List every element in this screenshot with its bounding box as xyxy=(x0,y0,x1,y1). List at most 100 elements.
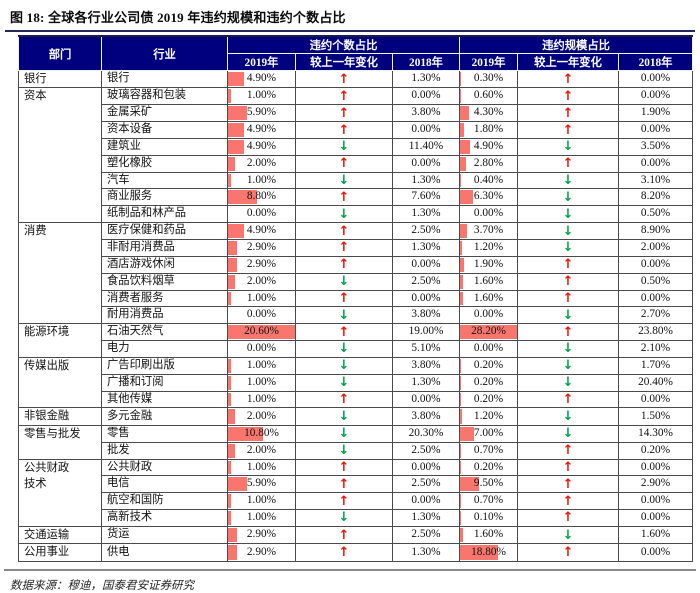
scale-2019-cell: 1.60% xyxy=(460,526,518,543)
scale-2019-cell: 0.20% xyxy=(460,357,518,374)
industry-cell: 多元金融 xyxy=(102,408,228,425)
data-bar xyxy=(460,409,462,423)
data-bar xyxy=(228,477,247,491)
count-2018-cell: 0.00% xyxy=(393,459,460,476)
data-bar xyxy=(460,241,462,255)
header-count-2019: 2019年 xyxy=(228,54,296,71)
header-sector: 部门 xyxy=(19,36,102,71)
header-industry: 行业 xyxy=(102,36,228,71)
up-arrow-icon: ↑ xyxy=(296,526,393,543)
count-2018-cell: 7.60% xyxy=(393,189,460,206)
down-arrow-icon: ↓ xyxy=(296,510,393,527)
page-title: 图 18: 全球各行业公司债 2019 年违约规模和违约个数占比 xyxy=(0,0,700,30)
down-arrow-icon: ↓ xyxy=(518,357,619,374)
scale-2019-cell: 6.30% xyxy=(460,189,518,206)
header-scale-group: 违约规模占比 xyxy=(460,36,693,54)
scale-2019-cell: 1.60% xyxy=(460,273,518,290)
scale-2018-cell: 1.60% xyxy=(619,526,693,543)
source-note: 数据来源：穆迪，国泰君安证券研究 xyxy=(0,571,700,593)
scale-2019-cell: 0.20% xyxy=(460,374,518,391)
data-bar xyxy=(228,393,231,407)
industry-cell: 石油天然气 xyxy=(102,324,228,341)
count-2019-cell: 1.00% xyxy=(228,510,296,527)
sector-cell: 零售与批发 xyxy=(19,425,102,459)
data-bar xyxy=(460,292,463,306)
down-arrow-icon: ↓ xyxy=(296,341,393,358)
scale-2018-cell: 2.90% xyxy=(619,476,693,493)
up-arrow-icon: ↑ xyxy=(518,273,619,290)
scale-2018-cell: 0.00% xyxy=(619,71,693,88)
down-arrow-icon: ↓ xyxy=(518,307,619,324)
up-arrow-icon: ↑ xyxy=(518,71,619,88)
industry-cell: 商业服务 xyxy=(102,189,228,206)
count-2018-cell: 0.00% xyxy=(393,290,460,307)
scale-2019-cell: 1.80% xyxy=(460,122,518,139)
count-2019-cell: 1.00% xyxy=(228,459,296,476)
data-bar xyxy=(460,106,469,120)
count-2019-cell: 0.00% xyxy=(228,341,296,358)
down-arrow-icon: ↓ xyxy=(296,425,393,442)
count-2018-cell: 3.80% xyxy=(393,357,460,374)
scale-2019-cell: 18.80% xyxy=(460,544,518,561)
up-arrow-icon: ↑ xyxy=(518,510,619,527)
up-arrow-icon: ↑ xyxy=(518,256,619,273)
sector-cell: 银行 xyxy=(19,71,102,88)
scale-2019-cell: 0.30% xyxy=(460,71,518,88)
scale-2018-cell: 1.70% xyxy=(619,357,693,374)
scale-2018-cell: 8.20% xyxy=(619,189,693,206)
count-2019-cell: 4.90% xyxy=(228,71,296,88)
data-bar xyxy=(228,376,231,390)
industry-cell: 食品饮料烟草 xyxy=(102,273,228,290)
data-bar xyxy=(228,461,231,475)
data-bar xyxy=(460,427,474,441)
scale-2019-cell: 0.20% xyxy=(460,391,518,408)
count-2019-cell: 2.90% xyxy=(228,256,296,273)
header-count-change: 较上一年变化 xyxy=(296,54,393,71)
down-arrow-icon: ↓ xyxy=(518,138,619,155)
data-bar xyxy=(228,275,235,289)
scale-2019-cell: 4.90% xyxy=(460,138,518,155)
industry-cell: 公共财政 xyxy=(102,459,228,476)
count-2019-cell: 1.00% xyxy=(228,493,296,510)
down-arrow-icon: ↓ xyxy=(296,307,393,324)
count-2019-cell: 2.00% xyxy=(228,408,296,425)
industry-cell: 货运 xyxy=(102,526,228,543)
count-2019-cell: 20.60% xyxy=(228,324,296,341)
up-arrow-icon: ↑ xyxy=(296,256,393,273)
data-bar xyxy=(460,174,461,188)
scale-2018-cell: 8.90% xyxy=(619,223,693,240)
data-bar xyxy=(228,511,231,525)
up-arrow-icon: ↑ xyxy=(518,105,619,122)
data-bar xyxy=(228,444,235,458)
header-scale-change: 较上一年变化 xyxy=(518,54,619,71)
scale-2018-cell: 2.10% xyxy=(619,341,693,358)
scale-2019-cell: 0.70% xyxy=(460,442,518,459)
count-2018-cell: 0.00% xyxy=(393,256,460,273)
data-bar xyxy=(460,140,470,154)
count-2019-cell: 2.90% xyxy=(228,526,296,543)
data-bar xyxy=(228,89,231,103)
scale-2018-cell: 0.20% xyxy=(619,442,693,459)
up-arrow-icon: ↑ xyxy=(518,459,619,476)
industry-cell: 消费者服务 xyxy=(102,290,228,307)
scale-2019-cell: 1.90% xyxy=(460,256,518,273)
down-arrow-icon: ↓ xyxy=(518,189,619,206)
up-arrow-icon: ↑ xyxy=(296,223,393,240)
count-2019-cell: 5.90% xyxy=(228,476,296,493)
up-arrow-icon: ↑ xyxy=(296,155,393,172)
data-bar xyxy=(460,157,466,171)
down-arrow-icon: ↓ xyxy=(296,172,393,189)
scale-2019-cell: 28.20% xyxy=(460,324,518,341)
count-2018-cell: 5.10% xyxy=(393,341,460,358)
scale-2018-cell: 1.50% xyxy=(619,408,693,425)
down-arrow-icon: ↓ xyxy=(518,341,619,358)
